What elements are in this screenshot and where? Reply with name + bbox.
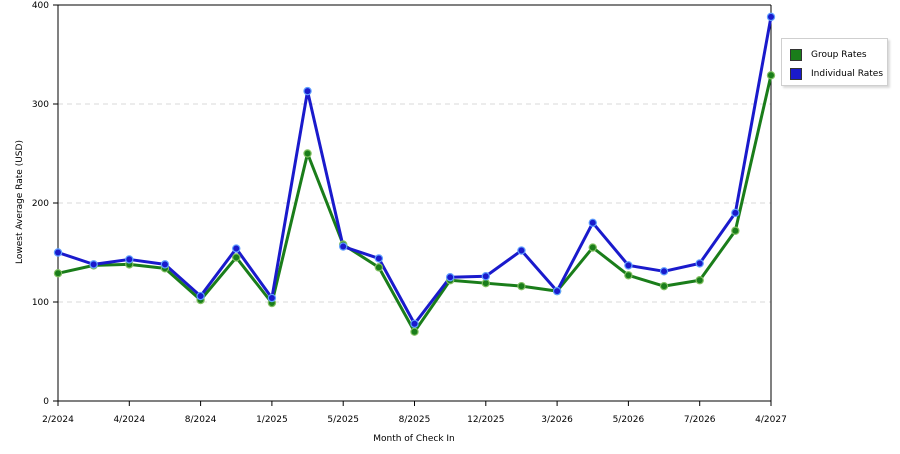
series-line-1 bbox=[57, 16, 773, 326]
x-tick-label: 1/2025 bbox=[256, 415, 288, 425]
x-tick-label: 3/2026 bbox=[541, 415, 573, 425]
data-point-series-1 bbox=[267, 293, 277, 303]
data-point-series-1 bbox=[339, 242, 348, 251]
legend: Group Rates Individual Rates bbox=[781, 38, 888, 86]
data-point-series-0 bbox=[232, 253, 241, 262]
x-tick-label: 12/2025 bbox=[467, 415, 504, 425]
data-point-series-1 bbox=[588, 218, 597, 227]
x-tick-label: 8/2025 bbox=[399, 415, 431, 425]
x-axis-title: Month of Check In bbox=[373, 434, 455, 444]
data-point-series-0 bbox=[303, 149, 312, 158]
axes bbox=[53, 4, 772, 406]
data-point-series-0 bbox=[731, 226, 740, 235]
data-point-series-1 bbox=[53, 248, 63, 257]
y-tick-label: 0 bbox=[43, 397, 49, 407]
data-point-series-0 bbox=[410, 327, 419, 336]
legend-label-individual: Individual Rates bbox=[811, 69, 884, 79]
data-point-series-0 bbox=[53, 269, 63, 278]
data-point-series-0 bbox=[481, 278, 490, 288]
x-tick-label: 4/2024 bbox=[113, 415, 145, 425]
data-point-series-1 bbox=[125, 255, 134, 264]
data-point-series-1 bbox=[410, 319, 419, 328]
legend-item-individual: Individual Rates bbox=[790, 67, 883, 81]
data-point-series-1 bbox=[445, 273, 455, 282]
tick-labels: 0 100 200 300 400 2/2024 4/2024 8/2024 1/2025 5/2… bbox=[32, 1, 787, 425]
data-point-series-0 bbox=[766, 71, 776, 80]
y-tick-label: 200 bbox=[32, 199, 49, 209]
x-tick-label: 4/2027 bbox=[755, 415, 787, 425]
data-point-series-1 bbox=[731, 208, 740, 218]
legend-label-group: Group Rates bbox=[811, 50, 867, 60]
x-tick-label: 5/2025 bbox=[327, 415, 359, 425]
x-tick-label: 8/2024 bbox=[185, 415, 217, 425]
data-point-series-0 bbox=[588, 243, 597, 252]
data-point-series-1 bbox=[517, 246, 526, 255]
data-point-series-1 bbox=[481, 272, 490, 281]
data-point-series-0 bbox=[659, 281, 669, 291]
y-tick-label: 400 bbox=[32, 1, 49, 11]
data-point-series-1 bbox=[303, 86, 312, 96]
data-point-series-1 bbox=[659, 267, 669, 276]
data-point-series-0 bbox=[695, 276, 704, 285]
data-point-series-1 bbox=[232, 244, 241, 253]
y-tick-label: 100 bbox=[32, 298, 49, 308]
data-point-series-0 bbox=[517, 281, 526, 291]
data-point-series-1 bbox=[624, 261, 633, 270]
legend-item-group: Group Rates bbox=[790, 48, 867, 62]
data-point-series-0 bbox=[374, 263, 384, 272]
y-axis-title: Lowest Average Rate (USD) bbox=[15, 140, 25, 264]
x-tick-label: 2/2024 bbox=[42, 415, 74, 425]
data-points bbox=[53, 12, 776, 336]
y-tick-label: 300 bbox=[32, 100, 49, 110]
data-point-series-1 bbox=[695, 259, 704, 268]
data-point-series-1 bbox=[160, 260, 170, 269]
x-tick-label: 5/2026 bbox=[613, 415, 645, 425]
data-point-series-0 bbox=[624, 271, 633, 280]
data-point-series-1 bbox=[196, 291, 205, 301]
legend-swatch-group bbox=[790, 49, 802, 61]
data-point-series-1 bbox=[374, 254, 384, 263]
data-point-series-1 bbox=[766, 12, 776, 22]
legend-swatch-individual bbox=[790, 68, 802, 80]
data-point-series-1 bbox=[552, 286, 562, 296]
data-point-series-1 bbox=[89, 260, 98, 269]
gridlines bbox=[58, 103, 771, 303]
x-tick-label: 7/2026 bbox=[684, 415, 716, 425]
